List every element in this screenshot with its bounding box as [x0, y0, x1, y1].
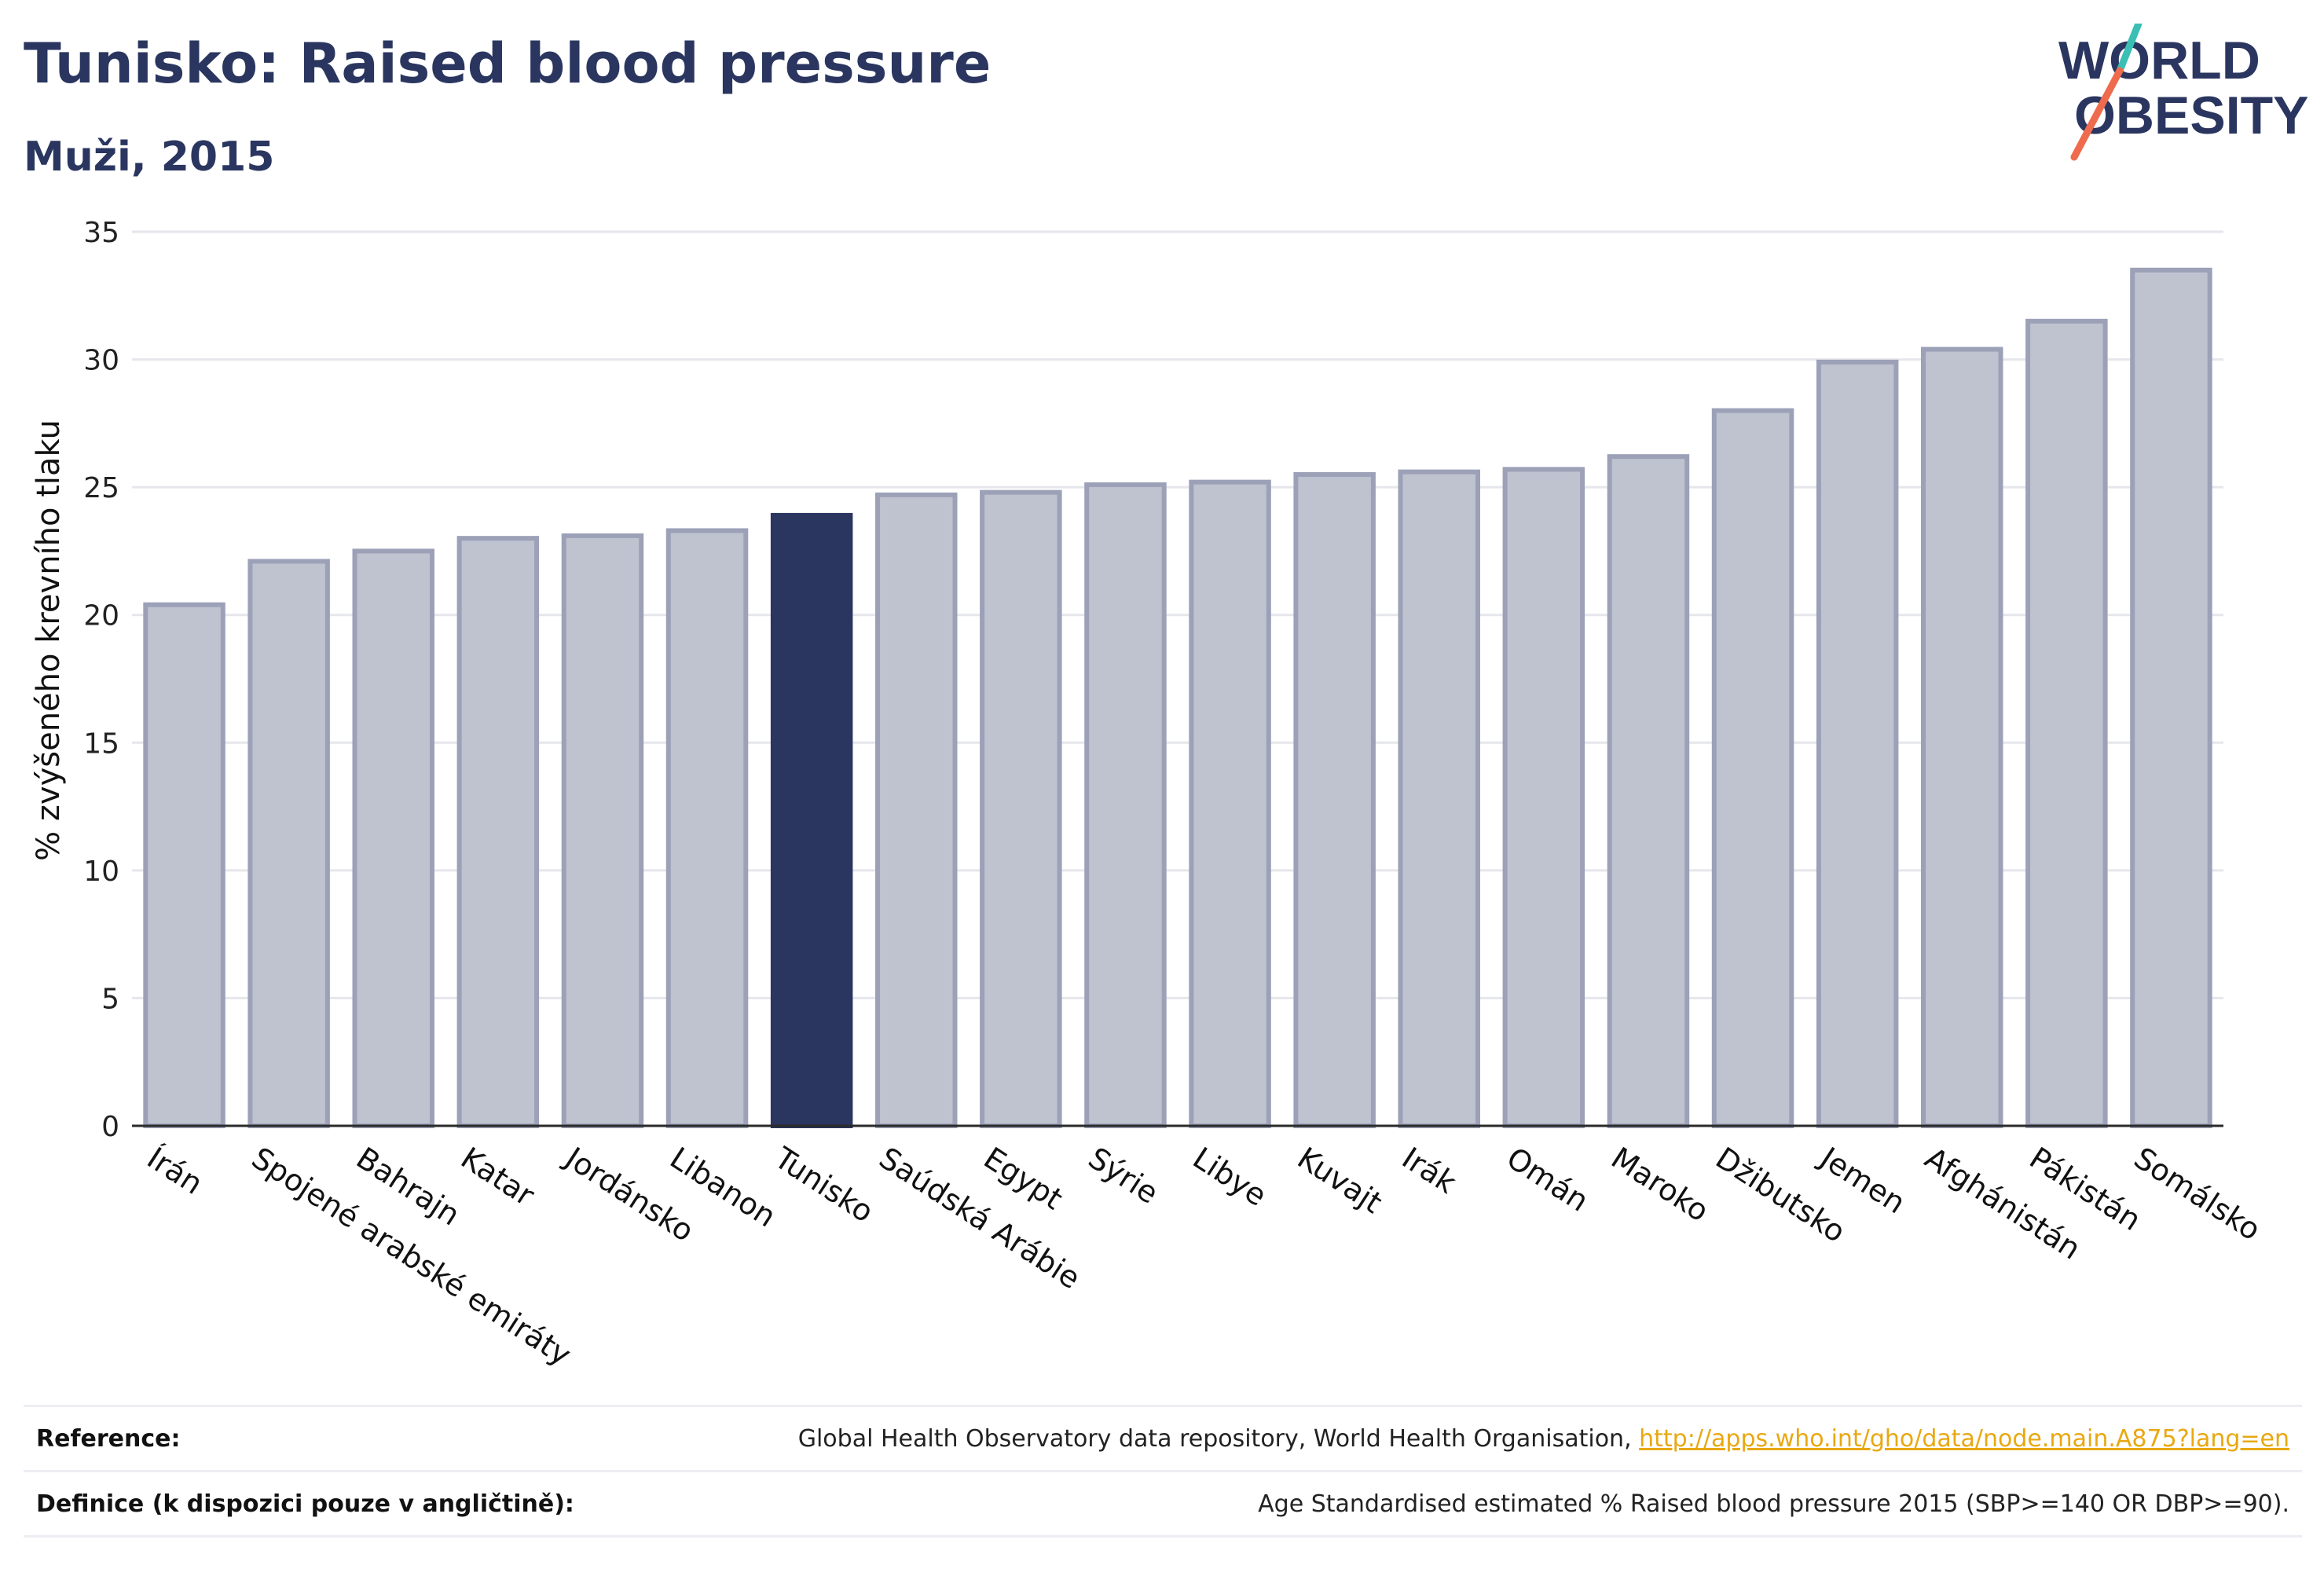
y-tick-label: 30: [83, 345, 119, 377]
x-tick-label: Irák: [1396, 1141, 1462, 1200]
bar: [2025, 318, 2108, 1128]
y-tick-label: 0: [101, 1111, 119, 1143]
bar: [1084, 482, 1167, 1128]
bar: [456, 536, 540, 1128]
bar: [352, 548, 434, 1128]
y-tick-label: 15: [83, 728, 119, 760]
x-tick-label: Libye: [1187, 1141, 1273, 1213]
y-tick-label: 35: [83, 217, 119, 249]
x-tick-label: Tunisko: [768, 1140, 879, 1230]
bar: [1189, 479, 1271, 1128]
bar: [561, 533, 644, 1128]
bar: [1607, 454, 1690, 1128]
bar: [1398, 469, 1480, 1128]
y-tick-label: 20: [83, 600, 119, 632]
x-tick-label: Saúdská Arábie: [873, 1141, 1086, 1296]
x-tick-label: Katar: [455, 1141, 541, 1213]
x-tick-label: Omán: [1501, 1141, 1595, 1219]
reference-value: Global Health Observatory data repositor…: [798, 1425, 2302, 1453]
bar: [980, 489, 1062, 1128]
bar: [1816, 359, 1899, 1128]
bar: [247, 559, 330, 1128]
world-obesity-logo: WORLD OBESITY: [2058, 24, 2309, 161]
y-tick-label: 5: [101, 983, 119, 1015]
y-tick-label: 25: [83, 472, 119, 504]
grid-lines: [132, 230, 2223, 999]
reference-table: Reference: Global Health Observatory dat…: [24, 1405, 2302, 1538]
reference-text: Global Health Observatory data repositor…: [797, 1424, 1640, 1453]
definition-text: Age Standardised estimated % Raised bloo…: [1258, 1490, 2289, 1518]
bar: [1502, 467, 1585, 1128]
reference-link[interactable]: http://apps.who.int/gho/data/node.main.A…: [1639, 1424, 2289, 1453]
logo-slash-bottom: [2070, 67, 2124, 161]
bar-highlighted: [770, 512, 853, 1128]
x-tick-label: Kuvajt: [1292, 1141, 1388, 1220]
definition-label: Definice (k dispozici pouze v angličtině…: [36, 1490, 574, 1518]
bar: [1293, 471, 1376, 1128]
x-tick-label: Maroko: [1605, 1141, 1715, 1229]
x-tick-label: Írán: [141, 1141, 209, 1201]
bar: [143, 602, 225, 1128]
bar: [875, 492, 958, 1128]
logo-slash-top: [2116, 24, 2143, 75]
x-tick-label: Somálsko: [2128, 1141, 2267, 1248]
chart-title: Tunisko: Raised blood pressure: [24, 31, 992, 96]
chart-subtitle: Muži, 2015: [24, 134, 275, 181]
definition-row: Definice (k dispozici pouze v angličtině…: [24, 1470, 2302, 1538]
y-axis-label: % zvýšeného krevního tlaku: [31, 420, 67, 861]
bar: [2130, 267, 2212, 1128]
logo-text-world: WORLD: [2058, 31, 2260, 90]
bar: [1711, 408, 1794, 1128]
bar: [665, 528, 749, 1128]
reference-row: Reference: Global Health Observatory dat…: [24, 1405, 2302, 1470]
bars: [143, 267, 2212, 1128]
x-tick-label: Sýrie: [1083, 1141, 1165, 1211]
y-tick-label: 10: [83, 856, 119, 888]
bar: [1921, 346, 2003, 1128]
reference-label: Reference:: [36, 1424, 181, 1453]
logo-text-obesity: OBESITY: [2074, 86, 2309, 145]
